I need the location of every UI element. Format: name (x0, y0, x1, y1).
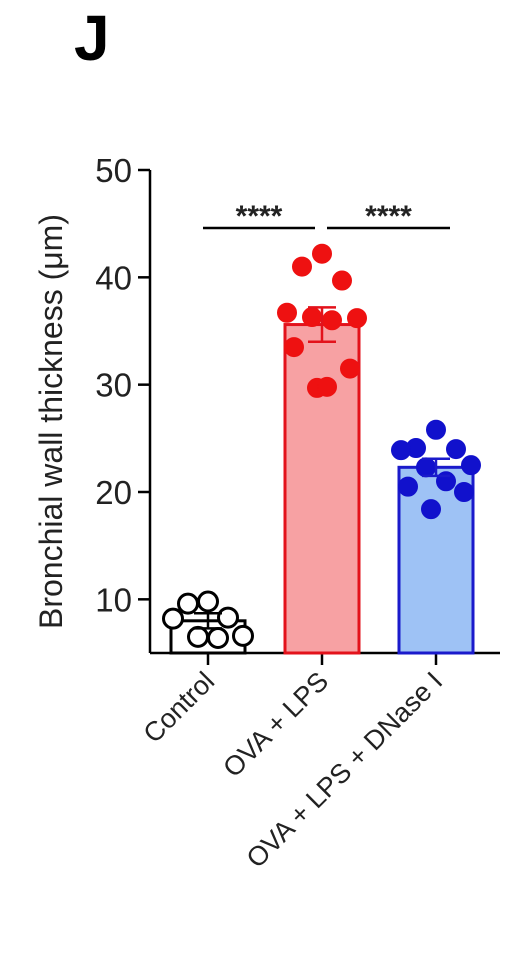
data-point-2-0 (426, 419, 446, 440)
category-label-1: OVA + LPS (217, 666, 334, 783)
data-point-2-5 (416, 457, 436, 478)
data-point-1-2 (332, 270, 352, 291)
data-point-1-5 (302, 307, 322, 328)
data-point-1-1 (292, 256, 312, 277)
significance-label-0: **** (236, 200, 283, 233)
data-point-0-3 (162, 607, 184, 630)
significance-label-1: **** (365, 200, 412, 233)
data-point-1-3 (277, 302, 297, 323)
data-point-0-4 (232, 624, 254, 647)
data-point-2-3 (391, 440, 411, 461)
y-tick-label-10: 10 (95, 581, 132, 618)
y-tick-label-50: 50 (95, 152, 132, 189)
category-label-0: Control (137, 666, 220, 749)
significance-annotations: **** **** (203, 200, 450, 233)
data-point-0-0 (197, 590, 219, 613)
data-point-0-6 (207, 626, 229, 649)
data-point-1-7 (284, 337, 304, 358)
data-point-0-5 (187, 625, 209, 648)
data-point-2-7 (398, 476, 418, 497)
panel-label: J (74, 2, 110, 74)
data-point-1-8 (340, 358, 360, 379)
y-tick-label-30: 30 (95, 367, 132, 404)
y-axis-label: Bronchial wall thickness (μm) (33, 214, 69, 629)
data-point-2-9 (421, 499, 441, 520)
data-point-2-2 (446, 439, 466, 460)
data-point-1-4 (347, 308, 367, 329)
y-tick-label-20: 20 (95, 474, 132, 511)
data-point-2-8 (454, 482, 474, 502)
bars (169, 323, 475, 655)
data-points (162, 243, 481, 649)
data-point-1-6 (322, 310, 342, 331)
category-label-2: OVA + LPS + DNase I (241, 666, 449, 874)
data-point-2-4 (461, 455, 481, 476)
data-point-1-10 (317, 376, 337, 397)
data-point-1-0 (312, 243, 332, 264)
data-point-2-6 (436, 471, 456, 492)
data-point-0-2 (217, 606, 239, 629)
y-tick-label-40: 40 (95, 259, 132, 296)
data-point-0-1 (177, 592, 199, 615)
